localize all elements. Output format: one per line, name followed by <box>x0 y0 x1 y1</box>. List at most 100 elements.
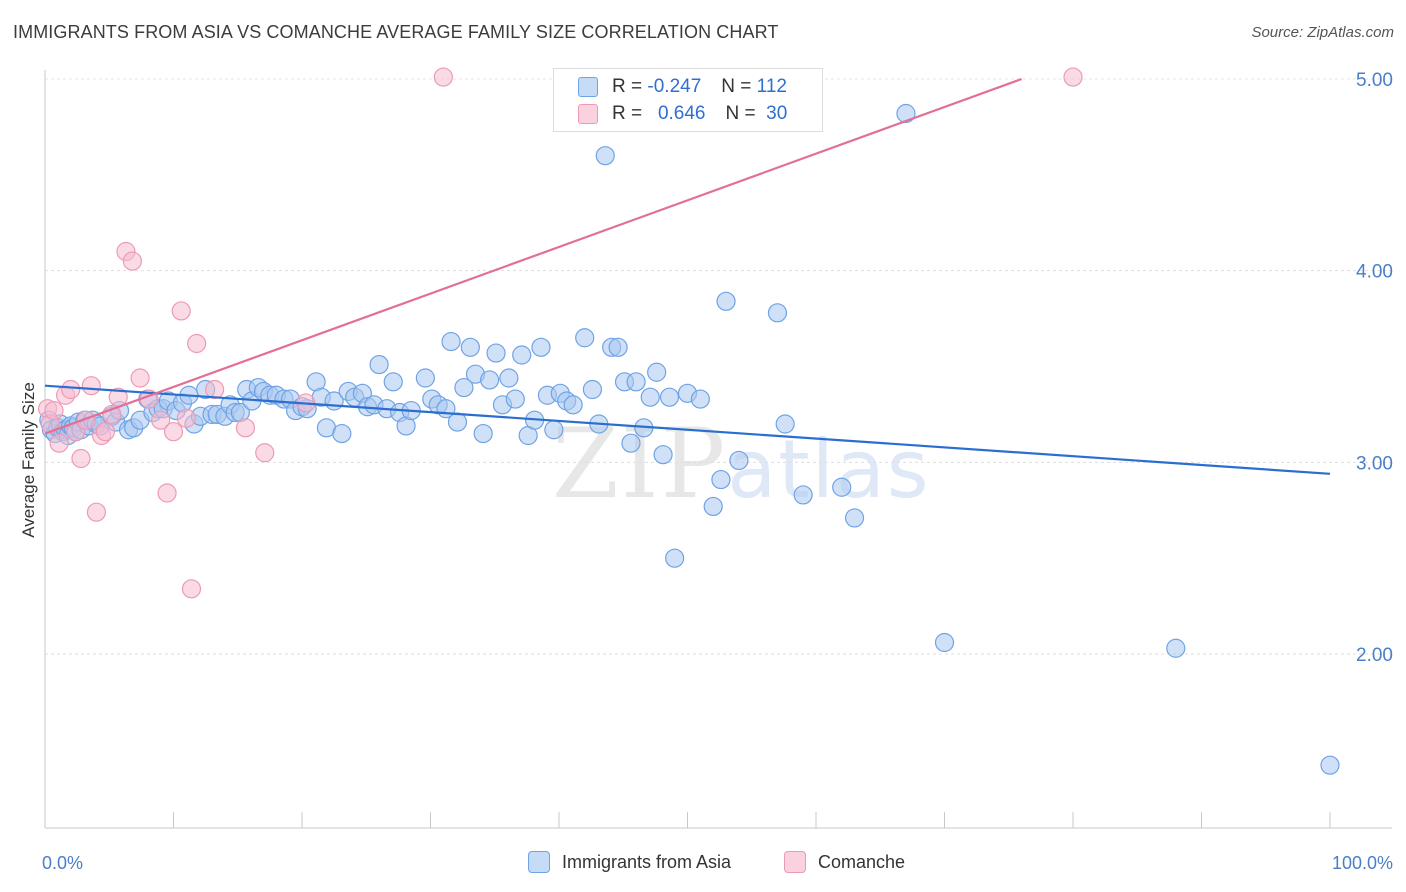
point-asia <box>595 146 615 166</box>
point-comanche <box>1063 67 1083 87</box>
point-asia <box>844 508 865 528</box>
point-asia <box>582 379 603 400</box>
point-asia <box>415 368 435 388</box>
point-asia <box>716 291 736 311</box>
point-asia <box>575 328 595 348</box>
series-legend-asia[interactable]: Immigrants from Asia <box>528 851 731 873</box>
point-asia <box>775 414 795 434</box>
x-tick-label: 100.0% <box>1332 853 1393 873</box>
legend-r-value: -0.247 <box>647 76 702 97</box>
point-asia <box>703 496 723 517</box>
point-comanche <box>187 333 207 354</box>
point-asia <box>454 377 474 398</box>
point-asia <box>640 387 660 407</box>
point-asia <box>1166 638 1186 658</box>
series-label-comanche: Comanche <box>818 851 906 872</box>
point-asia <box>486 343 506 363</box>
point-asia <box>473 423 493 444</box>
y-tick-label: 3.00 <box>1356 453 1393 474</box>
trend-lines <box>44 77 1331 475</box>
legend-r-label: R = <box>612 76 643 97</box>
trend-line-comanche <box>44 77 1022 435</box>
chart-title: IMMIGRANTS FROM ASIA VS COMANCHE AVERAGE… <box>13 22 779 42</box>
point-asia <box>793 485 813 505</box>
point-asia <box>608 337 628 357</box>
point-asia <box>332 423 352 444</box>
point-asia <box>1320 755 1340 775</box>
point-asia <box>767 303 788 323</box>
stats-legend: R = -0.247 N = 112 R = 0.646 N = 30 <box>553 68 823 132</box>
point-asia <box>480 370 500 390</box>
y-tick-label: 4.00 <box>1356 262 1393 283</box>
point-asia <box>653 445 673 465</box>
legend-n-value: 30 <box>766 103 788 124</box>
legend-n-value: 112 <box>756 76 787 97</box>
point-asia <box>383 372 403 392</box>
legend-r-value: 0.646 <box>657 103 706 124</box>
axes <box>44 70 1392 829</box>
point-asia <box>512 345 532 365</box>
point-asia <box>832 477 852 497</box>
legend-swatch-asia <box>578 77 598 97</box>
point-asia <box>665 548 685 568</box>
point-asia <box>441 331 461 352</box>
point-asia <box>460 337 480 357</box>
gridlines <box>45 78 1392 655</box>
point-comanche <box>71 448 91 469</box>
point-comanche <box>76 410 96 430</box>
point-asia <box>896 103 916 124</box>
point-comanche <box>255 443 275 463</box>
point-comanche <box>176 408 196 428</box>
source-credit: Source: ZipAtlas.com <box>1251 24 1394 41</box>
legend-r-label: R = <box>612 103 643 124</box>
y-tick-label: 5.00 <box>1356 70 1393 91</box>
point-asia <box>690 389 710 409</box>
point-comanche <box>157 483 177 503</box>
legend-swatch-comanche <box>578 104 598 124</box>
point-asia <box>499 368 519 388</box>
series-label-asia: Immigrants from Asia <box>562 851 732 872</box>
legend-row-comanche: R = 0.646 N = 30 <box>578 102 787 126</box>
point-asia <box>621 433 641 453</box>
axis-labels: 2.00 3.00 4.00 5.00 0.0% 100.0% Average Family… <box>19 70 1393 873</box>
y-tick-label: 2.00 <box>1356 645 1393 666</box>
point-comanche <box>49 433 69 453</box>
point-comanche <box>171 301 191 321</box>
point-asia <box>626 372 646 392</box>
point-comanche <box>122 251 142 271</box>
point-comanche <box>86 502 107 522</box>
series-swatch-comanche <box>784 851 806 873</box>
point-comanche <box>81 376 101 396</box>
point-asia <box>659 387 680 407</box>
y-axis-label: Average Family Size <box>19 382 38 538</box>
data-points <box>37 67 1340 775</box>
point-comanche <box>235 418 256 438</box>
point-comanche <box>205 379 225 400</box>
legend-n-label: N = <box>725 103 756 124</box>
series-legend-comanche[interactable]: Comanche <box>784 851 905 873</box>
x-tick-label: 0.0% <box>42 853 83 873</box>
point-comanche <box>61 379 81 400</box>
point-asia <box>711 469 731 490</box>
point-asia <box>505 389 525 409</box>
legend-n-label: N = <box>721 76 752 97</box>
point-comanche <box>433 67 453 87</box>
series-swatch-asia <box>528 851 550 873</box>
point-asia <box>563 395 583 415</box>
point-comanche <box>130 368 150 388</box>
legend-row-asia: R = -0.247 N = 112 <box>578 75 787 99</box>
point-asia <box>531 337 551 357</box>
point-comanche <box>95 422 115 442</box>
point-asia <box>369 354 389 375</box>
point-comanche <box>163 422 184 442</box>
point-asia <box>934 632 955 653</box>
point-asia <box>647 362 667 382</box>
point-comanche <box>44 400 64 421</box>
trend-line-asia <box>44 384 1331 475</box>
point-comanche <box>151 410 171 430</box>
point-asia <box>447 412 468 432</box>
point-comanche <box>181 579 202 599</box>
point-asia <box>729 450 749 471</box>
point-asia <box>544 420 564 440</box>
